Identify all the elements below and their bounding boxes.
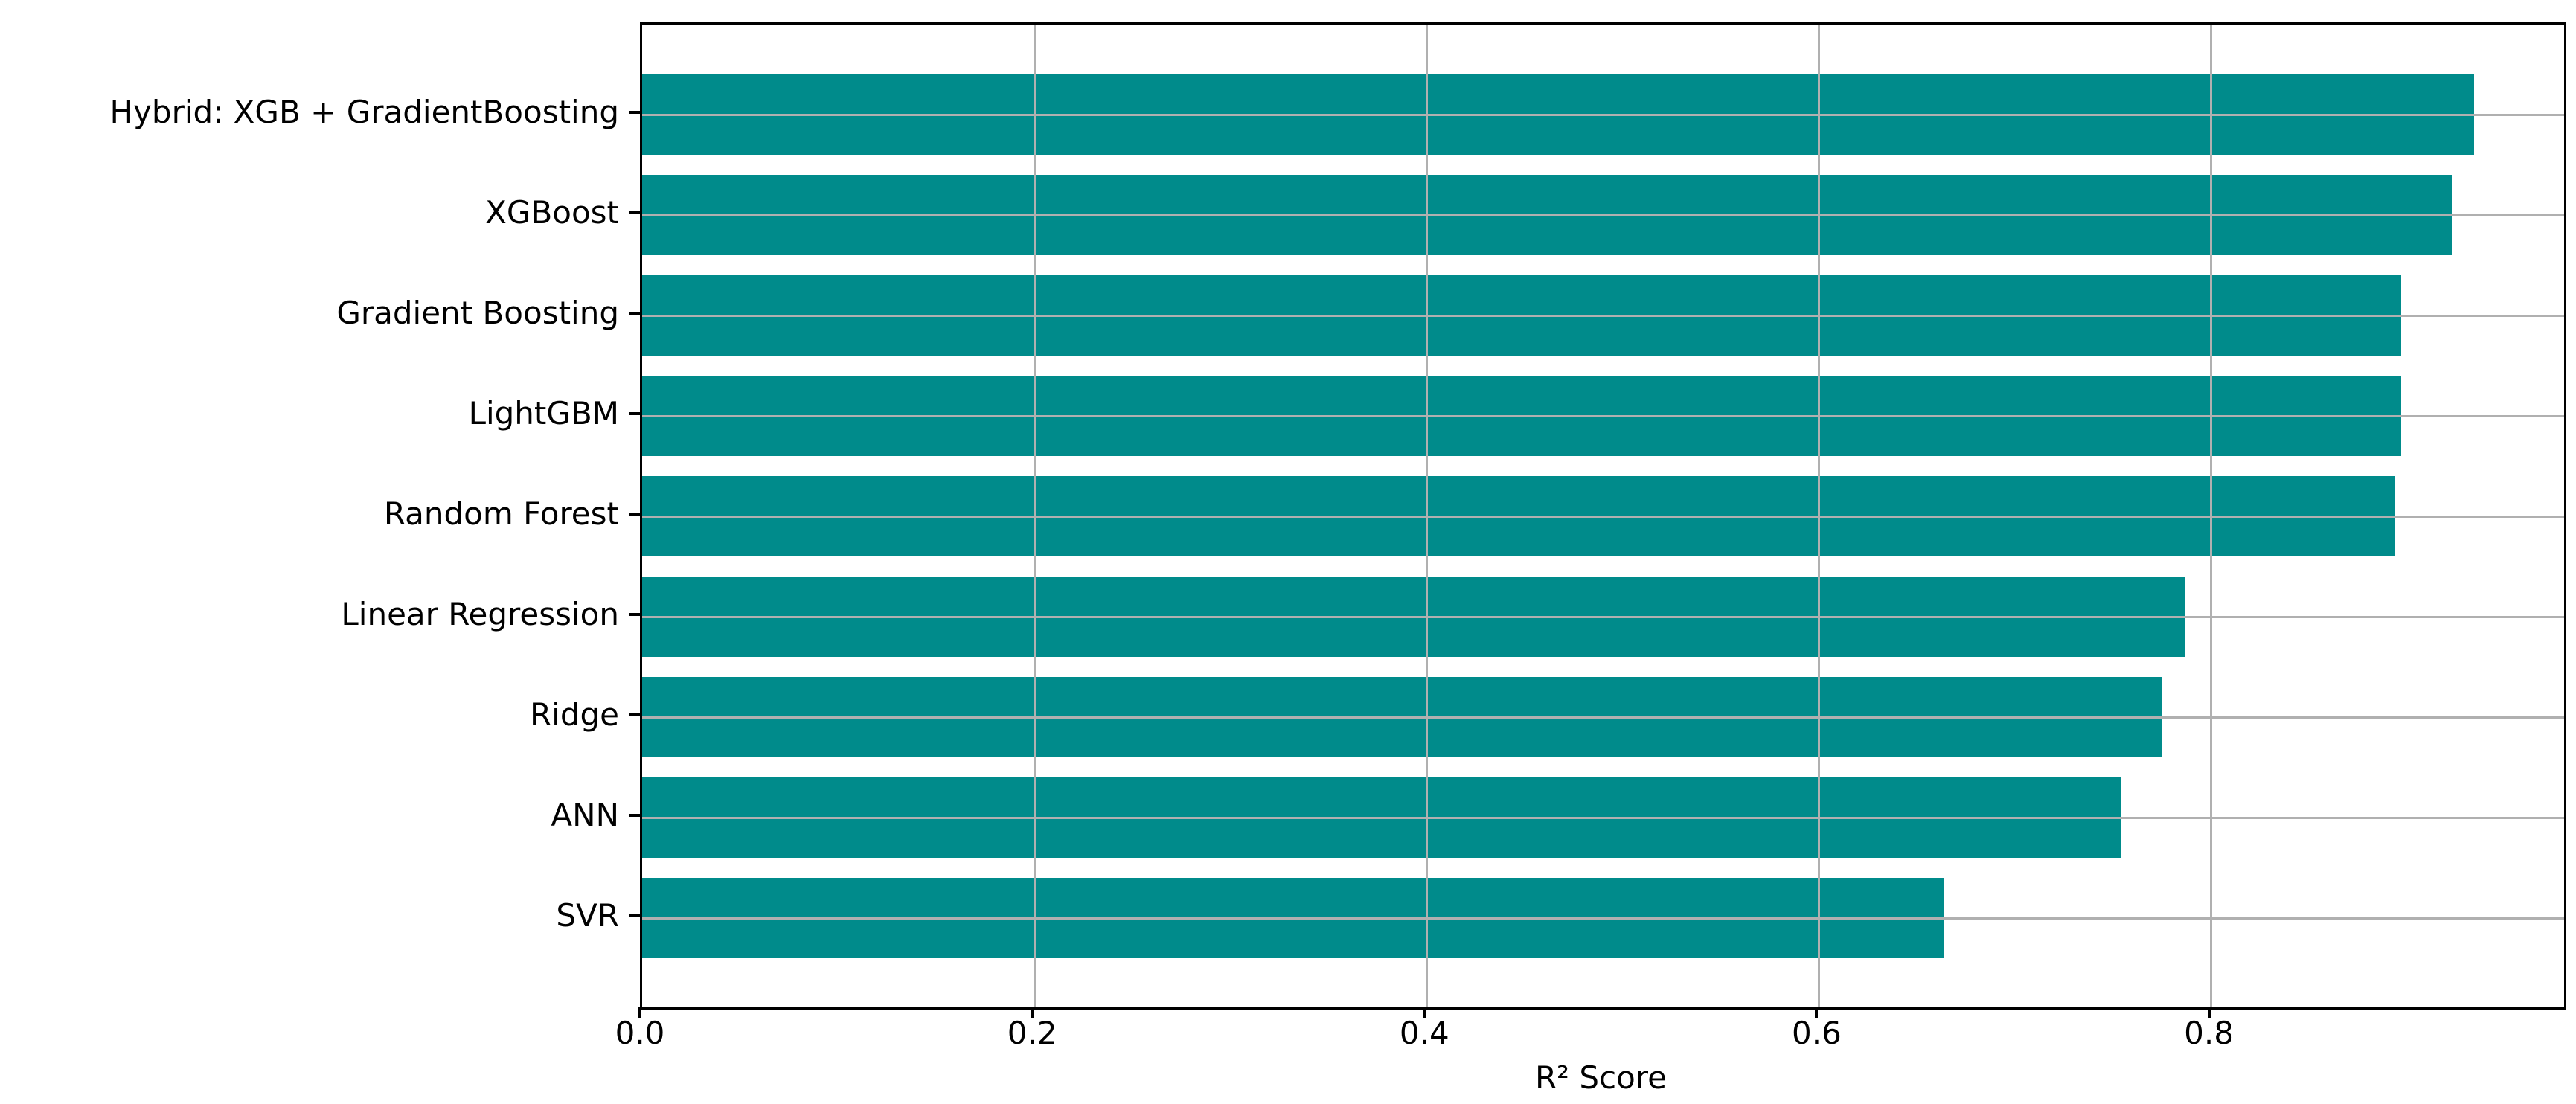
gridline-y-ridge	[642, 716, 2564, 719]
y-tick-mark-xgboost	[629, 211, 640, 214]
y-tick-mark-svr	[629, 914, 640, 917]
gridline-y-ann	[642, 816, 2564, 819]
gridline-y-linear-regression	[642, 615, 2564, 618]
y-tick-label-random-forest: Random Forest	[383, 495, 619, 532]
x-tick-mark-0.6	[1815, 1007, 1819, 1018]
y-tick-label-ann: ANN	[551, 796, 619, 833]
y-tick-mark-linear-regression	[629, 613, 640, 616]
y-tick-mark-ridge	[629, 713, 640, 716]
x-tick-label-0.6: 0.6	[1792, 1015, 1842, 1051]
x-tick-mark-0.0	[638, 1007, 641, 1018]
y-tick-mark-lightgbm	[629, 412, 640, 415]
gridline-y-lightgbm	[642, 414, 2564, 417]
x-tick-label-0.8: 0.8	[2184, 1015, 2234, 1051]
y-tick-label-gradient-boosting: Gradient Boosting	[336, 294, 619, 331]
x-tick-mark-0.2	[1031, 1007, 1034, 1018]
y-tick-mark-gradient-boosting	[629, 312, 640, 315]
x-tick-label-0.2: 0.2	[1007, 1015, 1057, 1051]
x-tick-mark-0.4	[1423, 1007, 1426, 1018]
gridline-y-gradient-boosting	[642, 314, 2564, 317]
gridline-y-xgboost	[642, 214, 2564, 216]
x-axis-title: R² Score	[1534, 1059, 1667, 1096]
y-tick-label-svr: SVR	[556, 896, 619, 934]
gridline-y-hybrid-xgb-gradientboosting	[642, 113, 2564, 116]
y-tick-label-xgboost: XGBoost	[485, 193, 619, 231]
y-tick-mark-ann	[629, 814, 640, 817]
x-tick-label-0.0: 0.0	[615, 1015, 665, 1051]
x-tick-mark-0.8	[2207, 1007, 2211, 1018]
y-tick-label-linear-regression: Linear Regression	[341, 595, 619, 632]
y-tick-label-hybrid-xgb-gradientboosting: Hybrid: XGB + GradientBoosting	[109, 93, 619, 130]
y-tick-mark-hybrid-xgb-gradientboosting	[629, 111, 640, 114]
gridline-y-random-forest	[642, 515, 2564, 518]
gridline-y-svr	[642, 917, 2564, 920]
y-tick-label-lightgbm: LightGBM	[468, 394, 619, 431]
x-tick-label-0.4: 0.4	[1399, 1015, 1449, 1051]
y-tick-mark-random-forest	[629, 513, 640, 516]
plot-area	[640, 22, 2566, 1010]
y-tick-label-ridge: Ridge	[529, 696, 619, 733]
